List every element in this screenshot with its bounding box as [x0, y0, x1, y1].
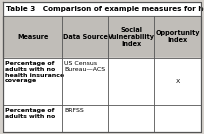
Bar [3, 58, 201, 105]
Text: Percentage of
adults with no
health insurance
coverage: Percentage of adults with no health insu… [5, 61, 64, 83]
Bar [3, 105, 201, 132]
Text: Opportunity
Index: Opportunity Index [155, 31, 200, 44]
Text: Social
Vulnerability
Index: Social Vulnerability Index [108, 27, 155, 47]
Text: Table 3   Comparison of example measures for health doma: Table 3 Comparison of example measures f… [6, 6, 204, 12]
Text: Measure: Measure [17, 34, 48, 40]
Text: Data Source: Data Source [63, 34, 108, 40]
Text: US Census
Bureau—ACS: US Census Bureau—ACS [64, 61, 105, 72]
Text: X: X [176, 79, 180, 84]
Text: Percentage of
adults with no: Percentage of adults with no [5, 108, 55, 119]
Bar [3, 2, 201, 16]
Text: BRFSS: BRFSS [64, 108, 84, 113]
Bar [3, 16, 201, 58]
